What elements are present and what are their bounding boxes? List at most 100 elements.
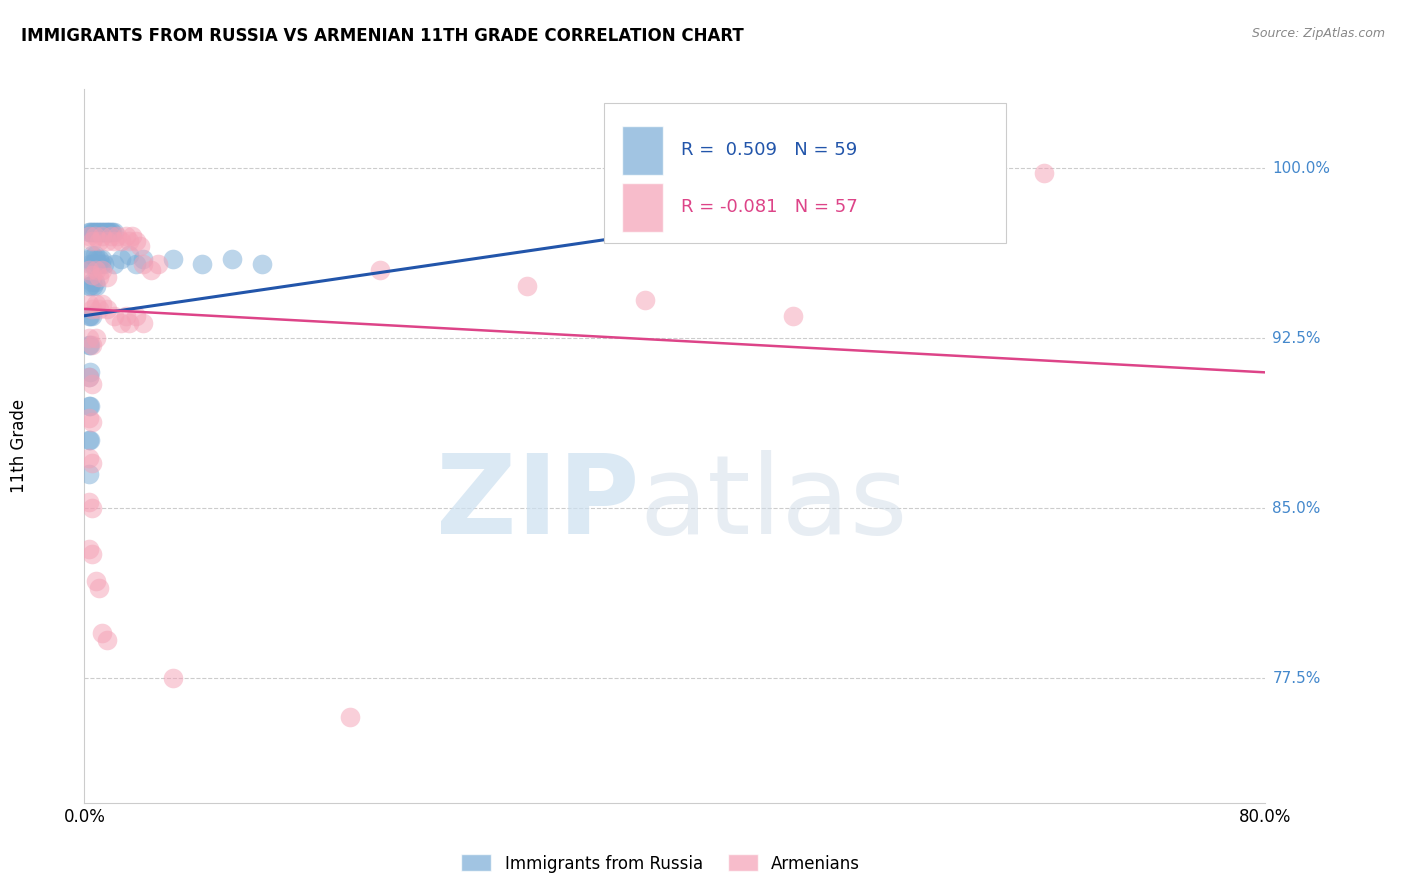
Point — [121, 229, 143, 244]
Point — [80, 234, 103, 248]
Point — [110, 234, 132, 248]
FancyBboxPatch shape — [605, 103, 1005, 243]
Point — [93, 225, 115, 239]
Point — [634, 293, 657, 307]
Point — [79, 257, 101, 271]
Point — [80, 275, 103, 289]
Point — [129, 238, 152, 252]
Point — [90, 257, 112, 271]
Point — [79, 225, 101, 239]
Text: ZIP: ZIP — [436, 450, 640, 557]
Point — [91, 626, 114, 640]
Point — [77, 400, 100, 414]
Point — [77, 309, 100, 323]
Point — [96, 225, 118, 239]
Point — [782, 309, 804, 323]
Text: IMMIGRANTS FROM RUSSIA VS ARMENIAN 11TH GRADE CORRELATION CHART: IMMIGRANTS FROM RUSSIA VS ARMENIAN 11TH … — [21, 27, 744, 45]
Point — [103, 257, 125, 271]
Point — [77, 494, 100, 508]
Point — [132, 257, 155, 271]
Point — [83, 229, 105, 244]
Point — [86, 225, 108, 239]
Point — [339, 709, 361, 723]
Point — [125, 309, 148, 323]
Point — [110, 252, 132, 266]
Point — [98, 225, 121, 239]
Point — [82, 279, 104, 293]
Point — [80, 268, 103, 282]
Point — [162, 671, 184, 685]
Text: Source: ZipAtlas.com: Source: ZipAtlas.com — [1251, 27, 1385, 40]
Point — [162, 252, 184, 266]
Point — [79, 338, 101, 352]
Point — [103, 309, 125, 323]
Point — [87, 301, 111, 316]
Point — [110, 316, 132, 330]
Point — [368, 263, 391, 277]
Point — [103, 225, 125, 239]
Point — [86, 257, 108, 271]
Text: 77.5%: 77.5% — [1272, 671, 1320, 686]
Point — [101, 225, 124, 239]
Point — [105, 229, 128, 244]
Point — [91, 229, 114, 244]
Point — [132, 316, 155, 330]
Point — [516, 279, 538, 293]
Point — [221, 252, 243, 266]
Point — [94, 225, 117, 239]
Text: 85.0%: 85.0% — [1272, 500, 1320, 516]
Point — [148, 257, 170, 271]
Point — [80, 225, 103, 239]
Point — [77, 331, 100, 345]
Point — [96, 270, 118, 285]
Point — [87, 581, 111, 595]
Point — [87, 252, 111, 266]
Point — [79, 400, 101, 414]
Point — [125, 234, 148, 248]
Point — [132, 252, 155, 266]
Point — [77, 263, 100, 277]
Point — [77, 225, 100, 239]
Point — [77, 542, 100, 557]
Point — [118, 316, 141, 330]
Point — [80, 547, 103, 561]
Point — [77, 229, 100, 244]
Point — [114, 229, 136, 244]
Point — [118, 247, 141, 261]
Point — [79, 434, 101, 448]
Point — [77, 451, 100, 466]
Point — [79, 279, 101, 293]
Point — [82, 257, 104, 271]
Point — [77, 434, 100, 448]
Point — [103, 234, 125, 248]
Point — [83, 225, 105, 239]
Point — [125, 257, 148, 271]
Point — [80, 247, 103, 261]
Point — [96, 301, 118, 316]
Point — [693, 225, 716, 239]
FancyBboxPatch shape — [621, 184, 664, 232]
Text: atlas: atlas — [640, 450, 908, 557]
Point — [93, 257, 115, 271]
Point — [100, 229, 122, 244]
Point — [80, 376, 103, 391]
Point — [139, 263, 162, 277]
Point — [80, 309, 103, 323]
Point — [97, 225, 120, 239]
Point — [100, 225, 122, 239]
Point — [77, 410, 100, 425]
Text: 11th Grade: 11th Grade — [10, 399, 28, 493]
Point — [84, 279, 107, 293]
Point — [114, 309, 136, 323]
Point — [87, 234, 111, 248]
Point — [191, 257, 214, 271]
Point — [77, 370, 100, 384]
Point — [80, 415, 103, 429]
Point — [87, 270, 111, 285]
Point — [90, 225, 112, 239]
Point — [84, 263, 107, 277]
Point — [91, 263, 114, 277]
Point — [80, 501, 103, 516]
Point — [79, 309, 101, 323]
Point — [91, 252, 114, 266]
